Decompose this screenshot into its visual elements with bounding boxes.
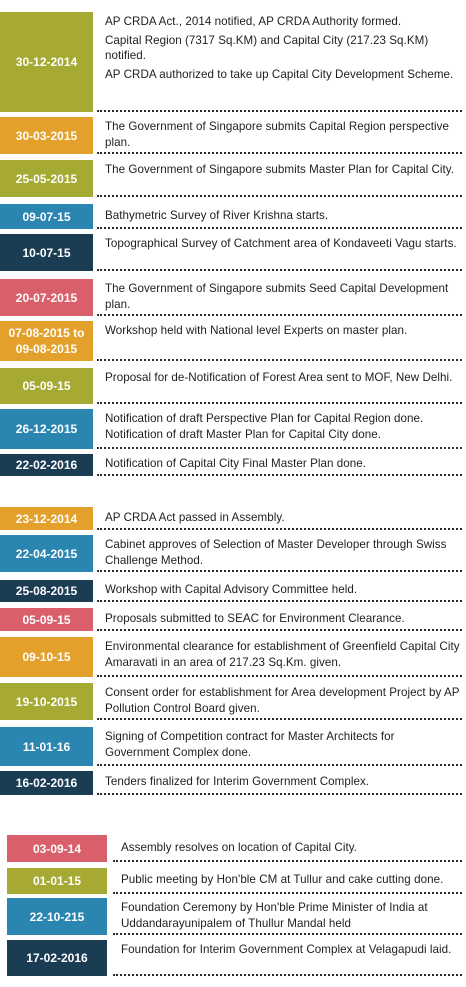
event-description: Proposal for de-Notification of Forest A…: [97, 368, 462, 404]
event-line: Notification of Capital City Final Maste…: [105, 457, 367, 471]
date-badge: 20-07-2015: [0, 279, 93, 316]
event-description: Notification of draft Perspective Plan f…: [97, 409, 462, 449]
date-badge: 30-03-2015: [0, 117, 93, 154]
event-line: The Government of Singapore submits Seed…: [105, 282, 449, 311]
timeline-row: 03-09-14 Assembly resolves on location of…: [0, 835, 466, 862]
event-description: The Government of Singapore submits Mast…: [97, 160, 462, 197]
event-line: Workshop with Capital Advisory Committee…: [105, 583, 358, 597]
event-line: Signing of Competition contract for Mast…: [105, 730, 395, 759]
date-badge: 22-10-215: [7, 898, 107, 935]
event-line: Notification of draft Master Plan for Ca…: [105, 427, 382, 441]
event-description: The Government of Singapore submits Seed…: [97, 279, 462, 316]
event-line: Cabinet approves of Selection of Master …: [105, 538, 447, 567]
date-badge: 22-04-2015: [0, 535, 93, 572]
timeline-row: 05-09-15 Proposal for de-Notification of …: [0, 368, 466, 404]
event-description: Proposals submitted to SEAC for Environm…: [97, 608, 462, 631]
timeline-row: 25-05-2015 The Government of Singapore su…: [0, 160, 466, 197]
timeline-row: 23-12-2014 AP CRDA Act passed in Assembly…: [0, 507, 466, 530]
event-description: Environmental clearance for establishmen…: [97, 637, 462, 677]
date-badge: 30-12-2014: [0, 12, 93, 112]
date-badge: 09-07-15: [0, 204, 93, 229]
date-badge: 22-02-2016: [0, 454, 93, 476]
date-badge: 05-09-15: [0, 368, 93, 404]
timeline-row: 16-02-2016 Tenders finalized for Interim …: [0, 771, 466, 795]
event-line: Workshop held with National level Expert…: [105, 324, 408, 337]
timeline-row: 09-10-15 Environmental clearance for esta…: [0, 637, 466, 677]
date-badge: 26-12-2015: [0, 409, 93, 449]
event-description: Bathymetric Survey of River Krishna star…: [97, 204, 462, 229]
event-description: Foundation for Interim Government Comple…: [113, 940, 462, 976]
timeline-row: 10-07-15 Topographical Survey of Catchmen…: [0, 234, 466, 271]
timeline-row: 07-08-2015 to 09-08-2015 Workshop held wi…: [0, 321, 466, 361]
date-badge: 07-08-2015 to 09-08-2015: [0, 321, 93, 361]
event-description: Signing of Competition contract for Mast…: [97, 727, 462, 766]
event-line: AP CRDA authorized to take up Capital Ci…: [105, 67, 454, 81]
event-line: Public meeting by Hon'ble CM at Tullur a…: [121, 873, 444, 887]
event-line: The Government of Singapore submits Capi…: [105, 120, 450, 149]
date-badge: 11-01-16: [0, 727, 93, 766]
timeline-row: 22-04-2015 Cabinet approves of Selection …: [0, 535, 466, 572]
timeline-row: 22-10-215 Foundation Ceremony by Hon'ble …: [0, 898, 466, 935]
date-badge: 03-09-14: [7, 835, 107, 862]
event-description: Tenders finalized for Interim Government…: [97, 771, 462, 795]
date-badge: 05-09-15: [0, 608, 93, 631]
event-line: Environmental clearance for establishmen…: [105, 640, 460, 669]
timeline-row: 09-07-15 Bathymetric Survey of River Kris…: [0, 204, 466, 229]
event-description: Cabinet approves of Selection of Master …: [97, 535, 462, 572]
timeline-row: 30-03-2015 The Government of Singapore su…: [0, 117, 466, 154]
timeline-row: 25-08-2015 Workshop with Capital Advisory…: [0, 580, 466, 602]
timeline-row: 26-12-2015 Notification of draft Perspect…: [0, 409, 466, 449]
event-line: Foundation for Interim Government Comple…: [121, 943, 452, 956]
event-description: Topographical Survey of Catchment area o…: [97, 234, 462, 271]
event-line: Bathymetric Survey of River Krishna star…: [105, 208, 329, 222]
event-line: Proposal for de-Notification of Forest A…: [105, 371, 453, 384]
event-line: Tenders finalized for Interim Government…: [105, 775, 370, 789]
timeline-row: 01-01-15 Public meeting by Hon'ble CM at …: [0, 868, 466, 894]
timeline-row: 22-02-2016 Notification of Capital City F…: [0, 454, 466, 476]
date-badge: 19-10-2015: [0, 683, 93, 720]
event-line: Proposals submitted to SEAC for Environm…: [105, 611, 405, 625]
event-description: Foundation Ceremony by Hon'ble Prime Min…: [113, 898, 462, 935]
timeline-row: 30-12-2014 AP CRDA Act., 2014 notified, A…: [0, 12, 466, 112]
event-description: Workshop with Capital Advisory Committee…: [97, 580, 462, 602]
event-description: Notification of Capital City Final Maste…: [97, 454, 462, 476]
event-description: Public meeting by Hon'ble CM at Tullur a…: [113, 868, 462, 894]
event-line: AP CRDA Act passed in Assembly.: [105, 510, 285, 524]
event-line: Topographical Survey of Catchment area o…: [105, 237, 457, 250]
date-badge: 10-07-15: [0, 234, 93, 271]
date-badge: 16-02-2016: [0, 771, 93, 795]
event-line: Foundation Ceremony by Hon'ble Prime Min…: [121, 901, 428, 930]
event-description: Workshop held with National level Expert…: [97, 321, 462, 361]
date-badge: 17-02-2016: [7, 940, 107, 976]
event-line: Capital Region (7317 Sq.KM) and Capital …: [105, 33, 429, 63]
event-description: Consent order for establishment for Area…: [97, 683, 462, 720]
event-line: The Government of Singapore submits Mast…: [105, 163, 455, 176]
date-badge: 01-01-15: [7, 868, 107, 894]
event-description: AP CRDA Act passed in Assembly.: [97, 507, 462, 530]
timeline-row: 17-02-2016 Foundation for Interim Governm…: [0, 940, 466, 976]
timeline-row: 19-10-2015 Consent order for establishmen…: [0, 683, 466, 720]
date-badge: 25-05-2015: [0, 160, 93, 197]
event-description: The Government of Singapore submits Capi…: [97, 117, 462, 154]
event-description: Assembly resolves on location of Capital…: [113, 835, 462, 862]
date-badge: 23-12-2014: [0, 507, 93, 530]
timeline-row: 05-09-15 Proposals submitted to SEAC for …: [0, 608, 466, 631]
event-line: Notification of draft Perspective Plan f…: [105, 412, 424, 425]
timeline-row: 20-07-2015 The Government of Singapore su…: [0, 279, 466, 316]
date-badge: 25-08-2015: [0, 580, 93, 602]
event-line: Consent order for establishment for Area…: [105, 686, 460, 715]
event-line: AP CRDA Act., 2014 notified, AP CRDA Aut…: [105, 15, 402, 28]
date-badge: 09-10-15: [0, 637, 93, 677]
timeline-row: 11-01-16 Signing of Competition contract …: [0, 727, 466, 766]
event-description: AP CRDA Act., 2014 notified, AP CRDA Aut…: [97, 12, 462, 112]
event-line: Assembly resolves on location of Capital…: [121, 840, 357, 854]
